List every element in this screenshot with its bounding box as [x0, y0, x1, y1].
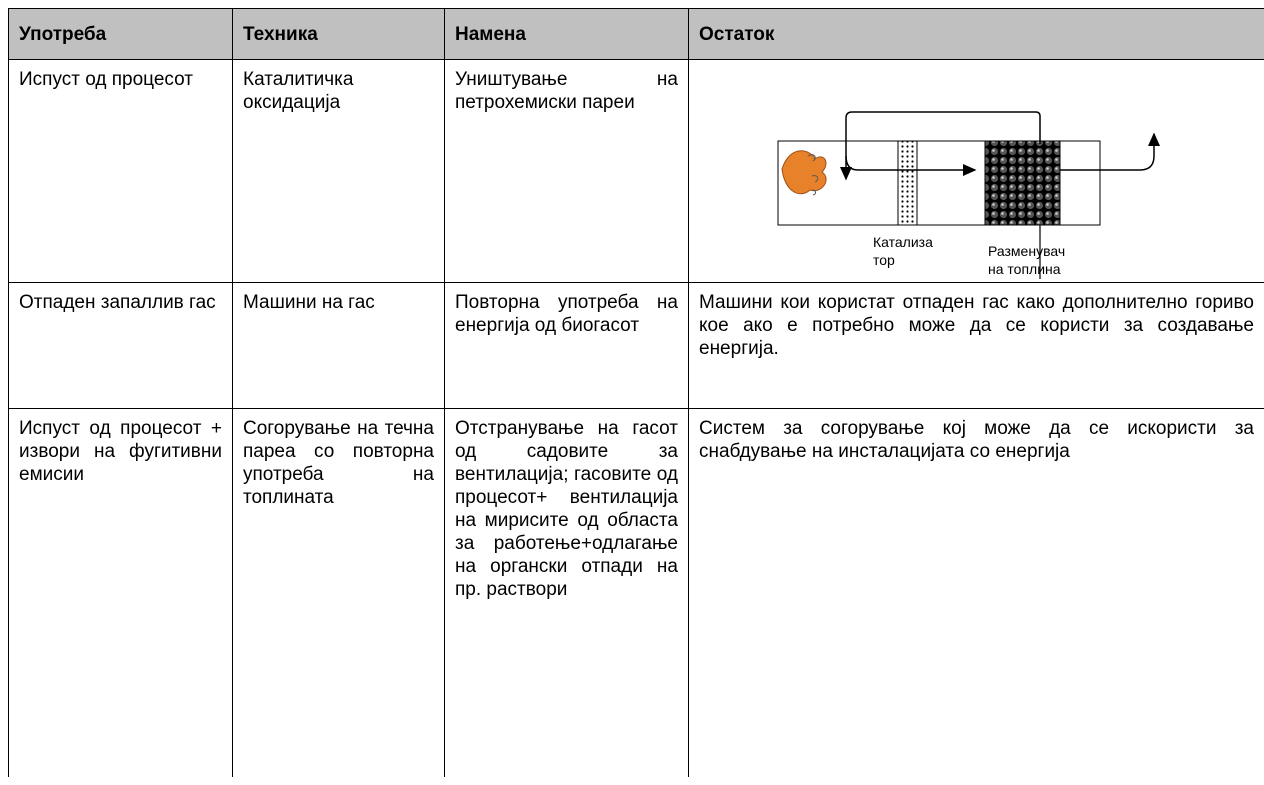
- header-cell: Остаток: [688, 8, 1264, 60]
- cell: Повторна употреба на енергија од биогасо…: [444, 282, 689, 409]
- flow-arrow: [845, 155, 977, 176]
- table: Употреба Техника Намена Остаток Испуст о…: [8, 8, 1264, 777]
- flame: [781, 150, 827, 196]
- cell: Согорување на течна пареа со повторна уп…: [232, 408, 445, 777]
- header-cell: Намена: [444, 8, 689, 60]
- heat-exchanger: [984, 140, 1061, 226]
- cell: Машини кои користат отпаден гас како доп…: [688, 282, 1264, 409]
- cell: Систем за согорување кој може да се иско…: [688, 408, 1264, 777]
- header-cell: Употреба: [8, 8, 233, 60]
- cell: Каталитичка оксидација: [232, 59, 445, 283]
- exhaust-arrow: [1060, 132, 1160, 171]
- cell: Отпаден запаллив гас: [8, 282, 233, 409]
- row: Испуст од процесот Каталитичка оксидациј…: [8, 59, 1264, 283]
- cell: Отстранување на гасот од садовите за вен…: [444, 408, 689, 777]
- exchanger-label: Разменувач: [988, 243, 1065, 259]
- diagram: Катализа тор Разменувач на топлина: [777, 111, 1160, 279]
- catalyst-label: тор: [873, 252, 895, 268]
- catalyst: [897, 140, 918, 226]
- row: Отпаден запаллив гас Машини на гас Повто…: [8, 282, 1264, 409]
- row: Испуст од процесот + извори на фугитивни…: [8, 408, 1264, 777]
- diagram-cell: Катализа тор Разменувач на топлина: [688, 59, 1264, 283]
- cell: Уништување на петрохемиски пареи: [444, 59, 689, 283]
- chamber: [777, 140, 1101, 226]
- cell: Испуст од процесот: [8, 59, 233, 283]
- exchanger-label: на топлина: [988, 261, 1061, 277]
- header-cell: Техника: [232, 8, 445, 60]
- catalyst-label: Катализа: [873, 234, 933, 250]
- recirculation-arrow: [840, 111, 1041, 181]
- cell: Испуст од процесот + извори на фугитивни…: [8, 408, 233, 777]
- cell: Машини на гас: [232, 282, 445, 409]
- header-row: Употреба Техника Намена Остаток: [8, 8, 1264, 60]
